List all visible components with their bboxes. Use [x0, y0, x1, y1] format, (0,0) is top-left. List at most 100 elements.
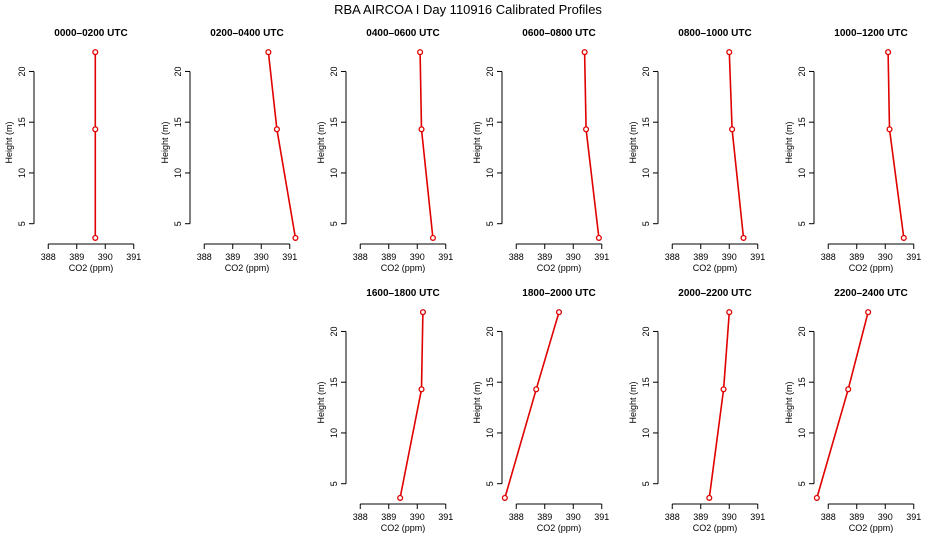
y-tick-label: 10	[485, 428, 495, 438]
profile-line	[399, 312, 424, 499]
x-axis-label: CO2 (ppm)	[537, 523, 582, 533]
y-tick-label: 20	[17, 66, 27, 76]
x-axis-label: CO2 (ppm)	[849, 523, 894, 533]
y-tick-label: 5	[797, 481, 807, 486]
y-tick-label: 20	[173, 66, 183, 76]
panel-3: 0400–0600 UTC 388 389 390 391 CO2 (ppm) 5 10 15 2…	[316, 28, 453, 273]
y-tick-label: 15	[17, 117, 27, 127]
panel-title: 2000–2200 UTC	[678, 288, 751, 299]
y-tick-label: 5	[329, 481, 339, 486]
x-tick-label: 390	[878, 512, 893, 522]
x-tick-label: 390	[98, 252, 113, 262]
profile-point	[813, 494, 820, 501]
profile-point	[726, 309, 733, 316]
profile-line	[887, 52, 905, 239]
profile-point	[729, 126, 736, 133]
profile-point	[740, 234, 747, 241]
x-tick-label: 389	[225, 252, 240, 262]
y-tick-label: 10	[641, 428, 651, 438]
x-tick-label: 391	[438, 512, 453, 522]
x-tick-label: 388	[353, 512, 368, 522]
x-axis-label: CO2 (ppm)	[69, 263, 114, 273]
x-tick-label: 391	[126, 252, 141, 262]
y-axis-label: Height (m)	[628, 381, 638, 423]
panel-title: 0800–1000 UTC	[678, 28, 751, 39]
x-axis-label: CO2 (ppm)	[381, 523, 426, 533]
panel-1: 0000–0200 UTC 388 389 390 391 CO2 (ppm) 5 10 15 2…	[4, 28, 141, 273]
profile-point	[92, 126, 99, 133]
x-tick-label: 391	[750, 512, 765, 522]
y-tick-label: 5	[17, 221, 27, 226]
x-tick-label: 390	[878, 252, 893, 262]
panel-title: 2200–2400 UTC	[834, 288, 907, 299]
panel-6: 1000–1200 UTC 388 389 390 391 CO2 (ppm) 5 10 15 2…	[784, 28, 921, 273]
profile-point	[273, 126, 280, 133]
y-axis-label: Height (m)	[628, 121, 638, 163]
x-tick-label: 389	[537, 252, 552, 262]
x-tick-label: 389	[693, 512, 708, 522]
y-tick-label: 10	[797, 168, 807, 178]
x-tick-label: 390	[566, 512, 581, 522]
y-tick-label: 20	[485, 66, 495, 76]
profile-line	[728, 52, 745, 238]
y-tick-label: 20	[641, 326, 651, 336]
profile-point	[418, 386, 425, 393]
y-tick-label: 20	[329, 326, 339, 336]
x-tick-label: 390	[410, 252, 425, 262]
x-tick-label: 388	[821, 512, 836, 522]
x-tick-label: 388	[665, 512, 680, 522]
y-tick-label: 5	[797, 221, 807, 226]
profile-point	[583, 126, 590, 133]
panel-4: 0600–0800 UTC 388 389 390 391 CO2 (ppm) 5 10 15 2…	[472, 28, 609, 273]
y-tick-label: 10	[797, 428, 807, 438]
profile-point	[418, 126, 425, 133]
x-tick-label: 389	[849, 512, 864, 522]
y-axis-label: Height (m)	[472, 121, 482, 163]
x-tick-label: 391	[906, 512, 921, 522]
y-tick-label: 5	[485, 221, 495, 226]
y-axis-label: Height (m)	[472, 381, 482, 423]
y-tick-label: 15	[329, 117, 339, 127]
y-tick-label: 20	[797, 66, 807, 76]
y-tick-label: 15	[329, 377, 339, 387]
x-tick-label: 389	[849, 252, 864, 262]
profile-point	[265, 49, 272, 56]
y-axis-label: Height (m)	[4, 121, 14, 163]
panel-5: 0800–1000 UTC 388 389 390 391 CO2 (ppm) 5 10 15 2…	[628, 28, 765, 273]
profile-point	[865, 309, 872, 316]
panel-title: 0200–0400 UTC	[210, 28, 283, 39]
x-axis-label: CO2 (ppm)	[693, 263, 738, 273]
profile-line	[708, 312, 731, 499]
panel-10: 2200–2400 UTC 388 389 390 391 CO2 (ppm) 5 10 15 2…	[784, 288, 921, 533]
x-tick-label: 389	[537, 512, 552, 522]
profile-point	[726, 49, 733, 56]
profile-line	[816, 312, 869, 499]
x-tick-label: 389	[693, 252, 708, 262]
panel-8: 1800–2000 UTC 388 389 390 391 CO2 (ppm) 5 10 15 2…	[472, 288, 609, 533]
x-tick-label: 391	[750, 252, 765, 262]
x-tick-label: 389	[381, 512, 396, 522]
figure-title: RBA AIRCOA I Day 110916 Calibrated Profi…	[334, 2, 602, 17]
y-tick-label: 10	[329, 168, 339, 178]
profile-line	[267, 52, 297, 239]
y-tick-label: 20	[797, 326, 807, 336]
profile-point	[706, 494, 713, 501]
y-axis-label: Height (m)	[784, 381, 794, 423]
y-tick-label: 20	[329, 66, 339, 76]
profile-point	[292, 234, 299, 241]
y-tick-label: 15	[485, 117, 495, 127]
profile-point	[581, 49, 588, 56]
x-tick-label: 388	[41, 252, 56, 262]
y-tick-label: 15	[173, 117, 183, 127]
panel-title: 0000–0200 UTC	[54, 28, 127, 39]
x-tick-label: 390	[722, 252, 737, 262]
y-tick-label: 15	[641, 377, 651, 387]
x-tick-label: 391	[438, 252, 453, 262]
x-axis-label: CO2 (ppm)	[381, 263, 426, 273]
x-tick-label: 388	[353, 252, 368, 262]
y-axis-label: Height (m)	[316, 381, 326, 423]
panel-title: 0600–0800 UTC	[522, 28, 595, 39]
profile-point	[900, 234, 907, 241]
y-axis-label: Height (m)	[316, 121, 326, 163]
